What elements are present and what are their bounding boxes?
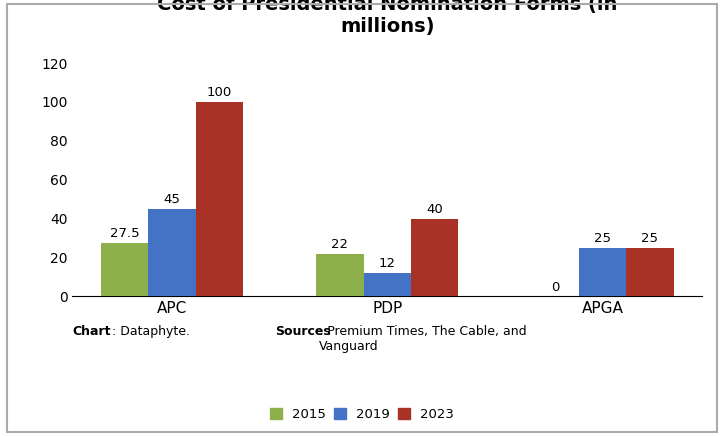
Text: 0: 0 bbox=[551, 280, 560, 293]
Bar bbox=[101, 243, 148, 296]
Text: 45: 45 bbox=[164, 193, 180, 206]
Text: : Dataphyte.: : Dataphyte. bbox=[112, 325, 190, 338]
Bar bbox=[411, 219, 458, 296]
Text: 25: 25 bbox=[594, 232, 611, 245]
Bar bbox=[579, 248, 626, 296]
Bar bbox=[316, 254, 363, 296]
Text: : Premium Times, The Cable, and
Vanguard: : Premium Times, The Cable, and Vanguard bbox=[319, 325, 526, 353]
Legend: 2015, 2019, 2023: 2015, 2019, 2023 bbox=[269, 408, 455, 421]
Title: Cost of Presidential Nomination Forms (in
millions): Cost of Presidential Nomination Forms (i… bbox=[157, 0, 618, 37]
Text: 25: 25 bbox=[641, 232, 658, 245]
Text: 27.5: 27.5 bbox=[110, 227, 140, 240]
Text: 12: 12 bbox=[379, 257, 396, 270]
Text: Sources: Sources bbox=[275, 325, 331, 338]
Bar bbox=[195, 102, 243, 296]
Bar bbox=[148, 209, 195, 296]
Text: 100: 100 bbox=[207, 86, 232, 99]
Bar bbox=[626, 248, 673, 296]
Text: 22: 22 bbox=[332, 238, 348, 251]
Text: 40: 40 bbox=[426, 203, 443, 216]
Bar bbox=[363, 273, 411, 296]
Text: Chart: Chart bbox=[72, 325, 111, 338]
